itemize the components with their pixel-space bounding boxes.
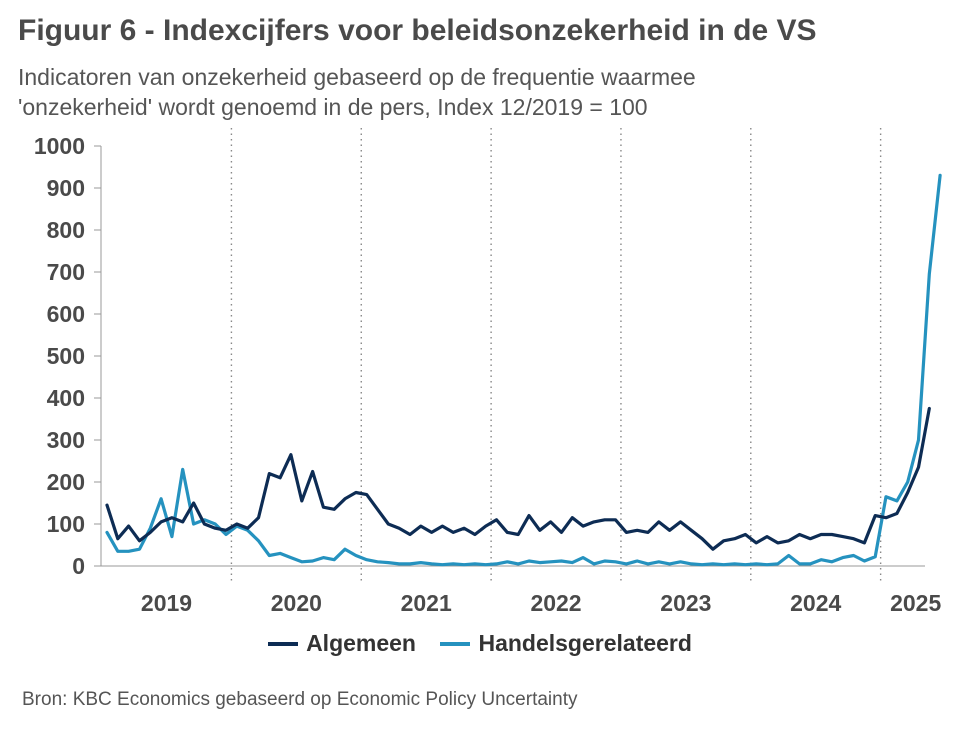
x-tick-label: 2019	[141, 590, 192, 616]
source-note: Bron: KBC Economics gebaseerd op Economi…	[22, 689, 578, 710]
legend-swatch-handelsgerelateerd	[440, 641, 471, 646]
year-gridlines	[230, 128, 882, 582]
subtitle-line-1: Indicatoren van onzekerheid gebaseerd op…	[18, 64, 696, 90]
y-tick-label: 1000	[34, 133, 85, 159]
x-tick-label: 2023	[660, 590, 711, 616]
x-tick-label: 2021	[401, 590, 452, 616]
y-tick-label: 400	[47, 385, 85, 411]
y-tick-label: 0	[72, 553, 85, 579]
x-tick-label: 2024	[790, 590, 841, 616]
x-tick-label: 2020	[271, 590, 322, 616]
chart-title: Figuur 6 - Indexcijfers voor beleidsonze…	[18, 14, 817, 47]
legend-item-handelsgerelateerd: Handelsgerelateerd	[440, 630, 692, 657]
legend-label-algemeen: Algemeen	[306, 630, 416, 656]
y-tick-label: 100	[47, 511, 85, 537]
y-axis-ticks: 0 100 200 300 400 500 600 700 800 900 1000	[34, 133, 101, 579]
legend: Algemeen Handelsgerelateerd	[0, 630, 960, 657]
legend-item-algemeen: Algemeen	[268, 630, 416, 657]
series-lines	[105, 173, 942, 567]
y-tick-label: 800	[47, 217, 85, 243]
x-tick-label: 2025	[890, 590, 941, 616]
y-tick-label: 200	[47, 469, 85, 495]
chart-subtitle: Indicatoren van onzekerheid gebaseerd op…	[18, 62, 878, 122]
series-line-algemeen	[105, 406, 931, 551]
series-line-handelsgerelateerd	[105, 173, 942, 567]
y-tick-label: 600	[47, 301, 85, 327]
x-axis-ticks: 2019 2020 2021 2022 2023 2024 2025	[141, 590, 942, 616]
subtitle-line-2: 'onzekerheid' wordt genoemd in de pers, …	[18, 94, 648, 120]
y-tick-label: 500	[47, 343, 85, 369]
y-tick-label: 300	[47, 427, 85, 453]
y-tick-label: 700	[47, 259, 85, 285]
x-tick-label: 2022	[530, 590, 581, 616]
legend-swatch-algemeen	[268, 641, 299, 646]
y-tick-label: 900	[47, 175, 85, 201]
legend-label-handelsgerelateerd: Handelsgerelateerd	[478, 630, 692, 656]
